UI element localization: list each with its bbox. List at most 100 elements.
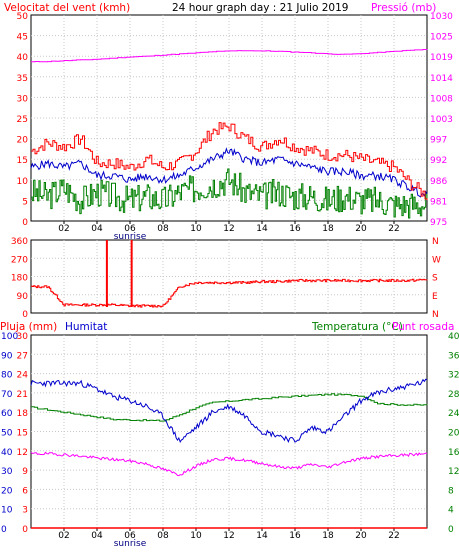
temp-left-tick-label: 18 [17,409,29,419]
wind-tick-label: 50 [17,12,29,22]
rain-tick-label: 100 [1,332,18,342]
rain-tick-label: 10 [1,506,13,516]
wind-tick-label: 0 [22,218,28,228]
pressure-tick-label: 975 [430,218,447,228]
x-tick-label: 14 [256,531,268,541]
x-tick-label: 20 [355,531,367,541]
temp-right-tick-label: 24 [448,409,459,419]
pressure-tick-label: 981 [430,197,447,207]
x-tick-label: 04 [91,531,103,541]
series-humidity [30,378,428,444]
x-tick-label: 16 [289,531,301,541]
rain-tick-label: 60 [1,409,13,419]
x-tick-label: 06 [124,224,136,234]
rain-tick-label: 40 [1,448,13,458]
pressure-tick-label: 1019 [430,53,453,63]
x-tick-label: 10 [190,531,202,541]
grid-lines [31,15,427,528]
temp-right-tick-label: 16 [448,448,459,458]
pressure-tick-label: 997 [430,136,447,146]
compass-tick-label: S [432,274,438,284]
series-temperature [31,393,428,422]
temp-left-tick-label: 30 [17,332,29,342]
rain-tick-label: 20 [1,486,13,496]
pressure-tick-label: 1025 [430,33,453,43]
temp-right-tick-label: 36 [448,351,459,361]
rain-tick-label: 70 [1,390,13,400]
x-tick-label: 18 [322,531,334,541]
wind-tick-label: 40 [17,53,29,63]
chart-title: 24 hour graph day : 21 Julio 2019 [172,2,348,14]
wind-tick-label: 45 [17,33,28,43]
legend-humidity: Humitat [65,321,107,333]
wind-tick-label: 35 [17,74,28,84]
legend-dewpoint: Punt rosada [392,321,454,333]
compass-tick-label: E [432,292,438,302]
wind-tick-label: 5 [22,197,28,207]
wind-tick-label: 15 [17,156,28,166]
direction-tick-label: 90 [17,292,29,302]
wind-tick-label: 25 [17,115,28,125]
compass-tick-label: N [432,237,439,247]
pressure-tick-label: 1014 [430,74,453,84]
sunrise-label: sunrise [114,539,147,549]
temp-left-tick-label: 0 [22,525,28,535]
x-tick-label: 10 [190,224,202,234]
direction-tick-label: 360 [11,237,28,247]
pressure-tick-label: 1003 [430,115,453,125]
legend-temperature: Temperatura (°C) [311,321,403,333]
direction-tick-label: 180 [11,274,28,284]
temp-left-tick-label: 24 [17,371,29,381]
x-tick-label: 16 [289,224,301,234]
x-tick-label: 20 [355,224,367,234]
pressure-tick-label: 1030 [430,12,453,22]
temp-right-tick-label: 0 [448,525,454,535]
temp-left-tick-label: 6 [22,486,28,496]
temp-left-tick-label: 9 [22,467,28,477]
pressure-tick-label: 986 [430,177,447,187]
x-tick-label: 14 [256,224,268,234]
pressure-tick-label: 992 [430,156,447,166]
x-tick-label: 02 [58,224,69,234]
temp-right-tick-label: 4 [448,506,454,516]
temp-right-tick-label: 12 [448,467,459,477]
temp-right-tick-label: 20 [448,429,459,439]
rain-tick-label: 0 [1,525,7,535]
temp-left-tick-label: 12 [17,448,28,458]
x-tick-label: 06 [124,531,136,541]
compass-tick-label: W [432,255,441,265]
direction-tick-label: 0 [22,310,28,320]
series-pressure [31,49,428,63]
series-wind-direction [31,278,428,308]
tick-labels: 5045403530252015105010301025101910141008… [1,12,459,549]
x-tick-label: 08 [157,531,169,541]
x-tick-label: 22 [388,531,399,541]
x-tick-label: 22 [388,224,399,234]
legend-rain: Pluja (mm) [0,321,57,333]
temp-left-tick-label: 15 [17,429,28,439]
temp-left-tick-label: 27 [17,351,28,361]
temp-right-tick-label: 32 [448,371,459,381]
wind-tick-label: 20 [17,136,29,146]
temp-left-tick-label: 3 [22,506,28,516]
series-dewpoint [30,451,428,477]
series-wind-gust [31,122,428,200]
rain-tick-label: 90 [1,351,13,361]
series-lines [30,49,428,529]
rain-tick-label: 50 [1,429,13,439]
x-tick-label: 18 [322,224,334,234]
temp-right-tick-label: 40 [448,332,459,342]
series-wind-low [31,168,428,219]
pressure-title: Pressió (mb) [371,2,436,14]
temp-right-tick-label: 8 [448,486,454,496]
x-tick-label: 02 [58,531,69,541]
compass-tick-label: N [432,310,439,320]
rain-tick-label: 30 [1,467,13,477]
x-tick-label: 12 [223,531,234,541]
sunrise-label: sunrise [114,232,147,242]
temp-left-tick-label: 21 [17,390,28,400]
series-wind-average [30,147,428,198]
rain-tick-label: 80 [1,371,13,381]
temp-right-tick-label: 28 [448,390,459,400]
